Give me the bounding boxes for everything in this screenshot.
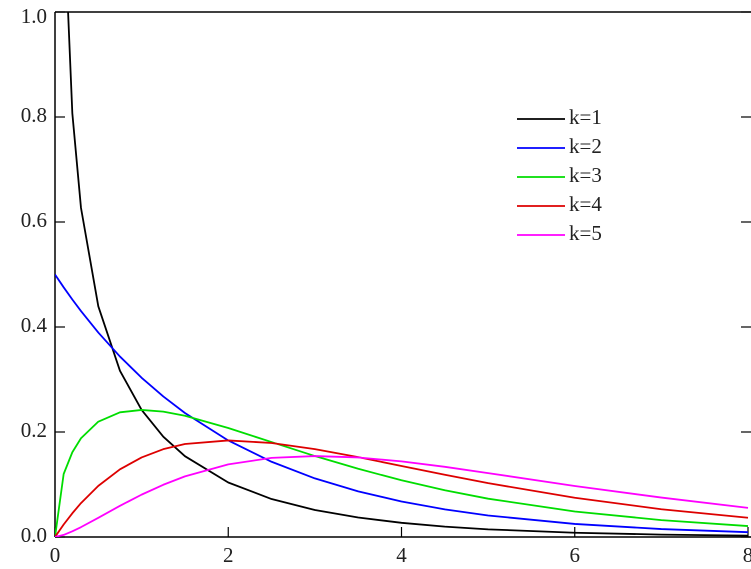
- line-series: [55, 273, 749, 534]
- plot-area: [55, 12, 749, 537]
- frame: [54, 11, 751, 538]
- legend-label: k=4: [569, 192, 602, 216]
- y-tick-label: 0.8: [21, 103, 47, 127]
- y-tick-label: 0.4: [21, 313, 48, 337]
- legend-label: k=1: [569, 105, 602, 129]
- x-tick-label: 4: [396, 543, 407, 567]
- legend-label: k=3: [569, 163, 602, 187]
- y-tick-label: 0.2: [21, 418, 47, 442]
- line-series: [67, 12, 749, 537]
- y-tick-label: 0.0: [21, 523, 47, 547]
- x-tick-label: 8: [743, 543, 751, 567]
- x-tick-label: 0: [50, 543, 61, 567]
- line-series: [55, 439, 749, 537]
- legend: k=1 k=2 k=3 k=4 k=5: [517, 105, 602, 245]
- legend-label: k=2: [569, 134, 602, 158]
- x-tick-label: 2: [223, 543, 234, 567]
- y-tick-label: 1.0: [21, 4, 47, 28]
- y-tick-label: 0.6: [21, 208, 47, 232]
- x-tick-label: 6: [570, 543, 581, 567]
- line-series: [55, 409, 749, 537]
- line-series: [55, 455, 749, 537]
- legend-label: k=5: [569, 221, 602, 245]
